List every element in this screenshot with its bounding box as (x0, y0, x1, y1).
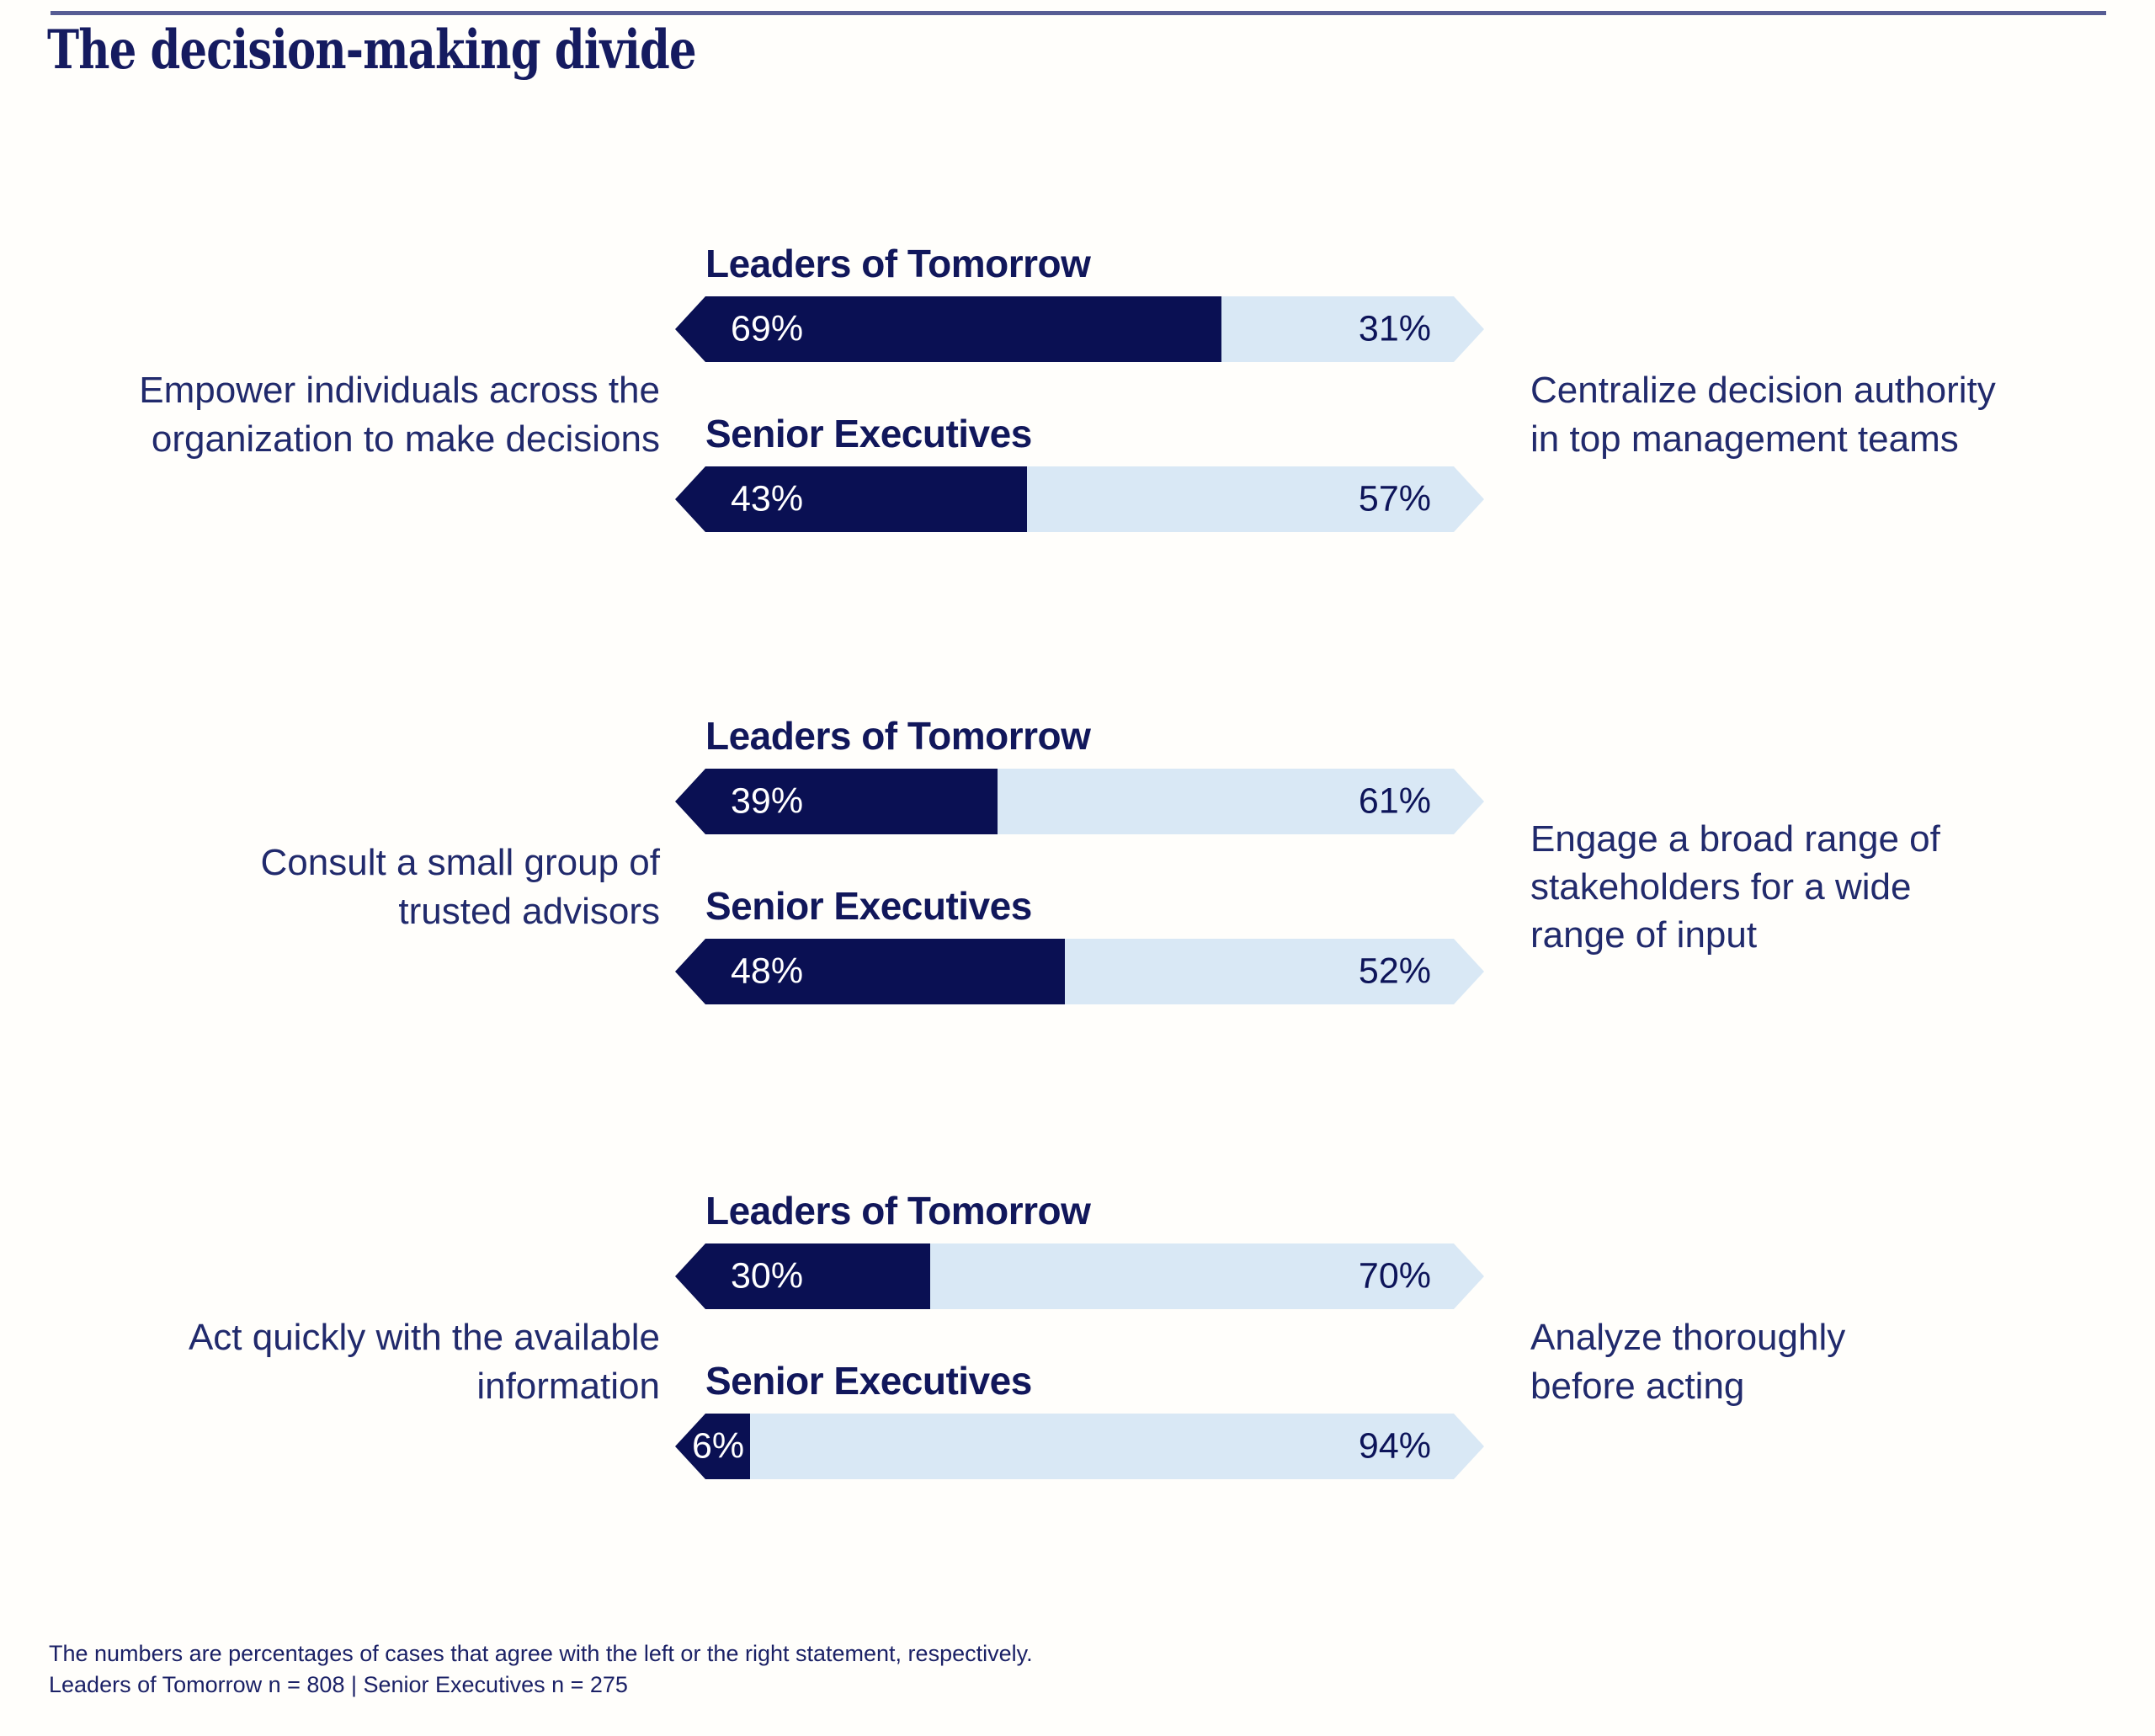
left-bar-segment (705, 769, 998, 834)
bar-group: Act quickly with the available informati… (0, 1189, 2155, 1480)
left-arrow-tip (675, 1243, 705, 1309)
left-value-label: 48% (731, 951, 804, 992)
left-statement: Empower individuals across the organizat… (139, 370, 660, 460)
bar-row-label: Leaders of Tomorrow (705, 714, 1091, 758)
left-value-label: 6% (692, 1425, 745, 1467)
right-bar-segment (997, 769, 1454, 834)
right-arrow-tip (1454, 466, 1484, 532)
right-value-label: 52% (1358, 951, 1431, 992)
footnote: The numbers are percentages of cases tha… (49, 1638, 1033, 1701)
bar-row-label: Senior Executives (705, 412, 1032, 455)
right-bar-segment (1027, 466, 1454, 532)
bar-row: Leaders of Tomorrow 39% 61% (675, 714, 1484, 834)
right-statement: Centralize decision authority in top man… (1530, 370, 1996, 460)
bar-group: Empower individuals across the organizat… (0, 242, 2155, 533)
left-arrow-tip (675, 769, 705, 834)
left-arrow-tip (675, 939, 705, 1004)
left-bar-segment (705, 466, 1028, 532)
bar-row-label: Senior Executives (705, 1359, 1032, 1403)
right-statement: Engage a broad range of stakeholders for… (1530, 817, 1940, 956)
left-arrow-tip (675, 466, 705, 532)
left-bar-segment (705, 939, 1065, 1004)
left-value-label: 39% (731, 780, 804, 822)
left-value-label: 43% (731, 478, 804, 519)
bar-row: Leaders of Tomorrow 30% 70% (675, 1189, 1484, 1309)
left-value-label: 69% (731, 308, 804, 349)
right-value-label: 94% (1358, 1425, 1431, 1467)
bar-row: Senior Executives 43% 57% (675, 412, 1484, 532)
right-bar-segment (750, 1414, 1454, 1479)
footnote-line-2: Leaders of Tomorrow n = 808 | Senior Exe… (49, 1672, 628, 1697)
left-arrow-tip (675, 296, 705, 362)
left-bar-segment (705, 296, 1222, 362)
left-statement: Consult a small group of trusted advisor… (260, 842, 660, 932)
left-value-label: 30% (731, 1255, 804, 1297)
bar-row: Leaders of Tomorrow 69% 31% (675, 242, 1484, 362)
bar-row-label: Senior Executives (705, 884, 1032, 928)
right-value-label: 31% (1358, 308, 1431, 349)
right-arrow-tip (1454, 939, 1484, 1004)
right-value-label: 57% (1358, 478, 1431, 519)
left-bar-segment (705, 1243, 930, 1309)
right-value-label: 70% (1358, 1255, 1431, 1297)
right-value-label: 61% (1358, 780, 1431, 822)
footnote-line-1: The numbers are percentages of cases tha… (49, 1641, 1033, 1666)
bar-row-label: Leaders of Tomorrow (705, 1189, 1091, 1233)
bar-row-label: Leaders of Tomorrow (705, 242, 1091, 285)
right-arrow-tip (1454, 769, 1484, 834)
right-bar-segment (1221, 296, 1454, 362)
left-statement: Act quickly with the available informati… (188, 1317, 660, 1407)
right-arrow-tip (1454, 296, 1484, 362)
bar-row: Senior Executives 6% 94% (675, 1359, 1484, 1479)
top-divider-rule (51, 11, 2106, 15)
right-arrow-tip (1454, 1243, 1484, 1309)
chart-title: The decision-making divide (47, 19, 697, 82)
right-bar-segment (929, 1243, 1454, 1309)
bar-row: Senior Executives 48% 52% (675, 884, 1484, 1004)
right-arrow-tip (1454, 1414, 1484, 1479)
right-statement: Analyze thoroughly before acting (1530, 1317, 1846, 1407)
left-bar-segment (705, 1414, 751, 1479)
right-bar-segment (1064, 939, 1454, 1004)
bar-group: Consult a small group of trusted advisor… (0, 714, 2155, 1005)
